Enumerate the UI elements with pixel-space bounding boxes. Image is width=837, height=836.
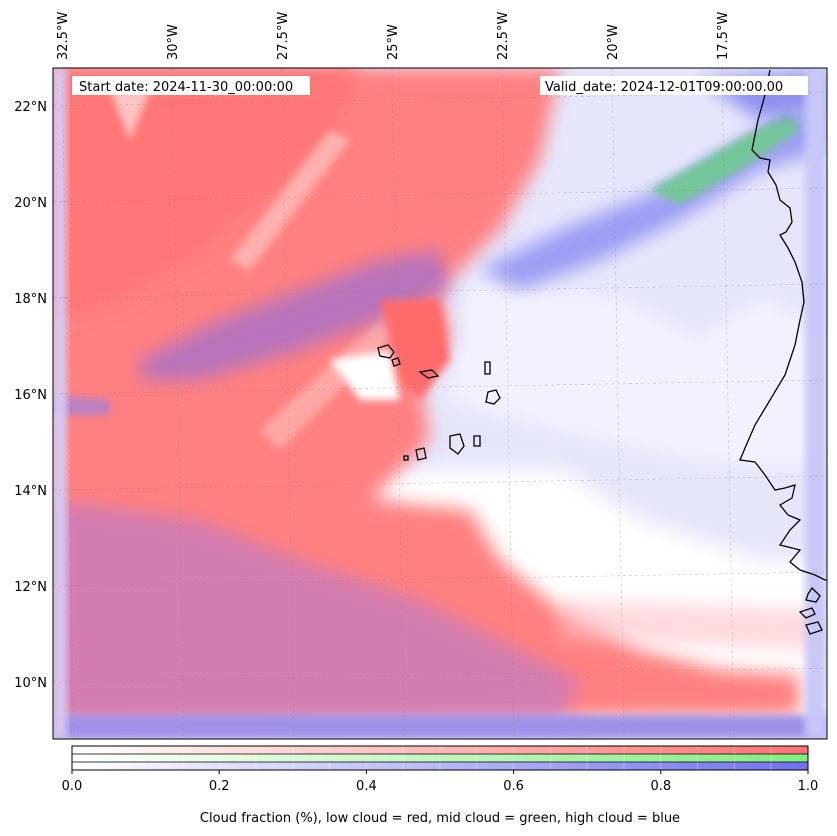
coastline [377, 69, 827, 635]
colorbar-tick-label: 0.6 [503, 779, 524, 794]
valid-date-label: Valid_date: 2024-12-01T09:00:00.00 [545, 80, 783, 95]
gridline-lon [391, 68, 405, 739]
colorbar-tick-label: 1.0 [798, 779, 819, 794]
lat-tick-label: 14°N [14, 484, 47, 499]
lon-tick-label: 25°W [386, 24, 401, 60]
lat-tick-label: 18°N [14, 292, 47, 307]
gridlines [53, 68, 827, 739]
colorbar-tick-label: 0.2 [209, 779, 230, 794]
lat-tick-label: 10°N [14, 676, 47, 691]
colorbar-tick-label: 0.0 [62, 779, 83, 794]
lat-tick-label: 12°N [14, 580, 47, 595]
start-date-label: Start date: 2024-11-30_00:00:00 [79, 80, 293, 95]
gridline-lon [501, 68, 515, 739]
lon-tick-label: 30°W [166, 24, 181, 60]
colorbar-tick-label: 0.4 [356, 779, 377, 794]
colorbar-frame [71, 745, 809, 771]
lat-tick-label: 20°N [14, 196, 47, 211]
lon-tick-label: 20°W [606, 24, 621, 60]
gridline-lon [721, 68, 735, 739]
lat-tick-label: 22°N [14, 100, 47, 115]
colorbar-high-band [72, 762, 808, 770]
lon-tick-label: 17.5°W [716, 12, 731, 60]
start-date-box [72, 76, 310, 95]
colorbar-label: Cloud fraction (%), low cloud = red, mid… [200, 811, 680, 826]
longitude-tick-labels: 32.5°W 30°W 27.5°W 25°W 22.5°W 20°W 17.5°W [56, 12, 731, 60]
lon-tick-label: 32.5°W [56, 12, 71, 60]
lon-tick-label: 22.5°W [496, 12, 511, 60]
gridline-lon [281, 68, 295, 739]
latitude-tick-labels: 22°N 20°N 18°N 16°N 14°N 12°N 10°N [14, 100, 47, 691]
gridline-lon [611, 68, 625, 739]
cloud-field [53, 68, 827, 739]
gridline-lon [171, 68, 185, 739]
colorbar-mid-band [72, 754, 808, 762]
lat-tick-label: 16°N [14, 388, 47, 403]
lon-tick-label: 27.5°W [276, 12, 291, 60]
map-frame [52, 67, 828, 740]
colorbar-low-band [72, 746, 808, 754]
valid-date-box [540, 76, 808, 95]
colorbar-tick-label: 0.8 [650, 779, 671, 794]
gridline-lon [61, 68, 75, 739]
colorbar: 0.0 0.2 0.4 0.6 0.8 1.0 Cloud fraction (%), l… [62, 745, 819, 826]
